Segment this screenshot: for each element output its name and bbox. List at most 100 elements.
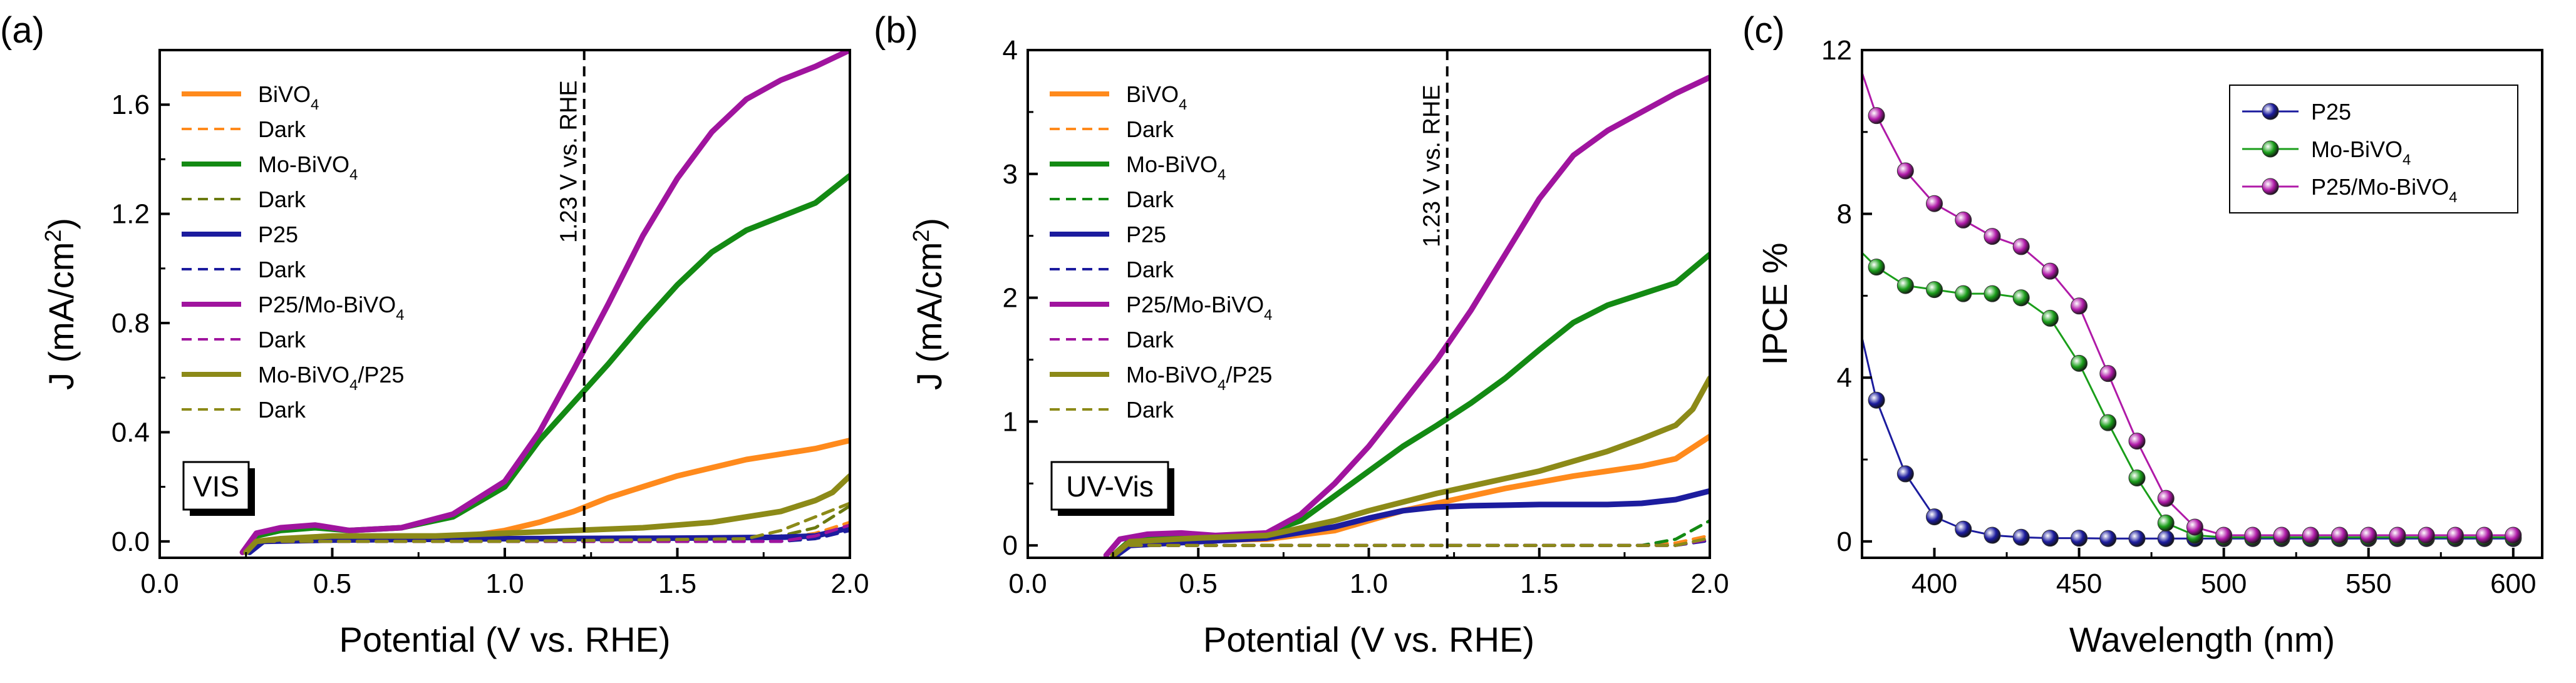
y-tick-label: 0.4 — [111, 417, 150, 448]
legend-p25-label: P25 — [258, 222, 298, 247]
data-point-mo-bivo4 — [2012, 289, 2030, 307]
legend-p25-mo-bivo4-label: P25/Mo-BiVO4 — [1126, 292, 1272, 324]
data-point-mo-bivo4 — [1868, 259, 1885, 276]
data-point-p25-mo-bivo4 — [1955, 211, 1972, 229]
y-axis-title: IPCE % — [1755, 242, 1794, 365]
data-point-mo-bivo4 — [2157, 514, 2175, 532]
panel-b: (b) 1.23 V vs. RHE 0.0 0.5 1.0 1.5 2.0 0 1 2 3 4 Pot… — [874, 10, 1729, 659]
y-tick-label: 8 — [1837, 199, 1852, 230]
legend-bivo4-label: BiVO4 — [258, 81, 319, 113]
x-tick-label: 550 — [2346, 568, 2391, 599]
legend-p25-mo-bivo4-dark-label: Dark — [258, 327, 306, 352]
y-axis-title: J (mA/cm2) — [908, 218, 949, 390]
legend-mo-bivo4-dark-label: Dark — [258, 187, 306, 212]
data-point-mo-bivo4 — [2099, 414, 2117, 431]
data-point-p25 — [1955, 520, 1972, 538]
x-tick-label: 2.0 — [1690, 568, 1729, 599]
legend-marker-p25 — [2262, 103, 2279, 120]
y-tick-label: 1.6 — [111, 90, 150, 120]
data-point-p25-mo-bivo4 — [2071, 297, 2088, 315]
legend-mo-bivo4-p25-label: Mo-BiVO4/P25 — [258, 362, 404, 394]
panel-c: (c) 400 450 500 550 600 0 4 8 12 Wavelength (nm) IP… — [1742, 10, 2543, 659]
vline-label: 1.23 V vs. RHE — [1419, 85, 1446, 247]
y-tick-label: 2 — [1003, 283, 1018, 314]
y-tick-label: 0 — [1003, 530, 1018, 561]
series-line-p25 — [1114, 488, 1710, 558]
legend: P25 Mo-BiVO4 P25/Mo-BiVO4 — [2229, 85, 2518, 213]
panel-label: (b) — [874, 10, 918, 51]
y-tick-label: 3 — [1003, 159, 1018, 190]
x-tick-label: 1.0 — [485, 568, 524, 599]
plot-area — [239, 50, 850, 555]
data-point-p25 — [2128, 530, 2146, 547]
legend-bivo4-label: BiVO4 — [1126, 81, 1187, 113]
y-tick-label: 0.0 — [111, 526, 150, 557]
series-line-p25-mo-bivo4 — [239, 50, 850, 555]
plot-area — [1862, 69, 2522, 547]
series-line-p25 — [1862, 333, 2513, 540]
legend-p25-mo-bivo4-label: P25/Mo-BiVO4 — [2311, 174, 2457, 206]
data-point-p25-mo-bivo4 — [2302, 526, 2319, 544]
legend-p25-mo-bivo4-dark-label: Dark — [1126, 327, 1174, 352]
legend-mo-bivo4-p25-label: Mo-BiVO4/P25 — [1126, 362, 1272, 394]
legend: BiVO4 Dark Mo-BiVO4 Dark P25 Dark P25/Mo-BiVO4… — [1050, 81, 1272, 423]
badge-box — [182, 461, 250, 511]
data-point-p25-mo-bivo4 — [2215, 526, 2233, 544]
vline-label: 1.23 V vs. RHE — [556, 80, 582, 243]
badge-text: VIS — [193, 470, 239, 503]
x-tick-label: 2.0 — [830, 568, 869, 599]
data-point-p25-mo-bivo4 — [2157, 490, 2175, 507]
legend-mo-bivo4-label: Mo-BiVO4 — [1126, 151, 1226, 183]
legend-p25-label: P25 — [2311, 99, 2351, 125]
x-tick-label: 0.5 — [1179, 568, 1218, 599]
legend: BiVO4 Dark Mo-BiVO4 Dark P25 Dark P25/Mo-BiVO4… — [182, 81, 404, 423]
data-point-p25-mo-bivo4 — [1926, 195, 1943, 212]
data-point-p25-mo-bivo4 — [2446, 526, 2464, 544]
data-point-p25-mo-bivo4 — [2389, 526, 2406, 544]
x-tick-label: 600 — [2490, 568, 2536, 599]
data-point-p25 — [2157, 530, 2175, 547]
data-point-mo-bivo4 — [1896, 277, 1914, 294]
data-point-mo-bivo4 — [2071, 354, 2088, 372]
data-point-p25 — [1896, 465, 1914, 483]
panel-label: (c) — [1742, 10, 1785, 51]
x-axis-title: Potential (V vs. RHE) — [1203, 620, 1534, 659]
plot-area — [1103, 74, 1710, 558]
data-point-p25 — [1984, 526, 2001, 544]
series-line-mo-bivo4-p25 — [243, 473, 850, 555]
x-tick-label: 0.5 — [313, 568, 351, 599]
data-point-p25-mo-bivo4 — [2099, 365, 2117, 383]
x-axis-title: Potential (V vs. RHE) — [339, 620, 670, 659]
data-point-mo-bivo4 — [1926, 281, 1943, 299]
y-tick-label: 0 — [1837, 526, 1852, 557]
y-tick-label: 4 — [1837, 362, 1852, 393]
panel-label: (a) — [0, 10, 44, 51]
series-line-mo-bivo4-p25-dark — [1128, 536, 1710, 547]
data-point-mo-bivo4 — [2128, 469, 2146, 486]
data-point-p25-mo-bivo4 — [1896, 162, 1914, 180]
data-point-p25 — [1868, 391, 1885, 409]
data-point-p25-mo-bivo4 — [2128, 433, 2146, 450]
y-tick-label: 0.8 — [111, 308, 150, 339]
series-line-mo-bivo4 — [1862, 251, 2513, 538]
data-point-p25-mo-bivo4 — [2186, 518, 2203, 536]
data-point-p25-mo-bivo4 — [2360, 526, 2377, 544]
legend-p25-dark-label: Dark — [1126, 257, 1174, 282]
x-tick-label: 450 — [2056, 568, 2102, 599]
legend-p25-mo-bivo4-label: P25/Mo-BiVO4 — [258, 292, 404, 324]
data-point-mo-bivo4 — [2041, 309, 2059, 327]
data-point-mo-bivo4 — [1955, 285, 1972, 302]
x-tick-label: 1.5 — [658, 568, 696, 599]
axes-frame — [1861, 49, 2543, 559]
data-point-p25-mo-bivo4 — [2012, 238, 2030, 255]
legend-mo-bivo4-dark-label: Dark — [1126, 187, 1174, 212]
legend-marker-p25-mo-bivo4 — [2262, 178, 2279, 195]
y-tick-label: 1.2 — [111, 199, 150, 230]
data-point-p25-mo-bivo4 — [2476, 526, 2493, 544]
legend-p25-label: P25 — [1126, 222, 1166, 247]
series-line-mo-bivo4-p25-dark — [261, 501, 850, 543]
legend-mo-bivo4-p25-dark-label: Dark — [258, 397, 306, 423]
data-point-p25-mo-bivo4 — [2041, 262, 2059, 280]
x-tick-label: 1.0 — [1350, 568, 1388, 599]
data-point-p25-mo-bivo4 — [2418, 526, 2435, 544]
